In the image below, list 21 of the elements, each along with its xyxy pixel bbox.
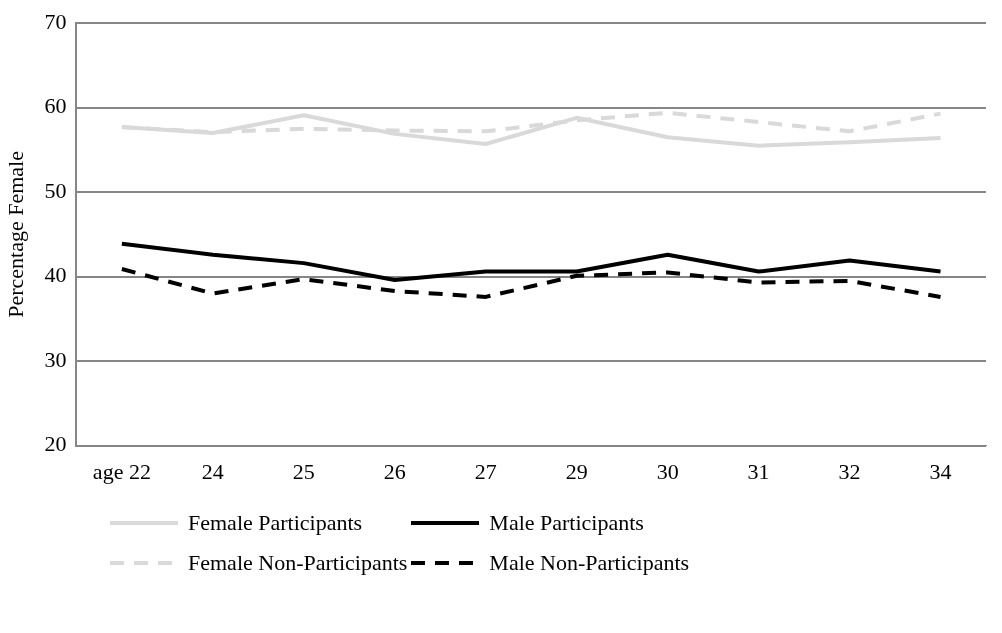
y-tick-label: 30 xyxy=(44,346,67,372)
x-tick-label: 30 xyxy=(656,458,679,484)
y-tick-label: 60 xyxy=(44,93,67,119)
x-tick-label: 34 xyxy=(929,458,952,484)
x-tick-label: 29 xyxy=(565,458,588,484)
x-tick-label: 31 xyxy=(747,458,770,484)
x-tick-label: age 22 xyxy=(92,458,151,484)
x-tick-label: 27 xyxy=(474,458,497,484)
y-axis-title: Percentage Female xyxy=(2,151,28,318)
x-tick-label: 24 xyxy=(201,458,224,484)
y-tick-label: 50 xyxy=(44,177,67,203)
legend-label: Male Participants xyxy=(489,510,644,536)
x-tick-label: 26 xyxy=(383,458,406,484)
y-tick-label: 40 xyxy=(44,262,67,288)
x-tick-label: 25 xyxy=(292,458,315,484)
y-tick-label: 20 xyxy=(44,431,67,457)
y-tick-label: 70 xyxy=(44,8,67,34)
x-tick-label: 32 xyxy=(838,458,861,484)
legend-label: Male Non-Participants xyxy=(489,550,690,576)
legend-label: Female Participants xyxy=(188,510,363,536)
legend-label: Female Non-Participants xyxy=(188,550,408,576)
